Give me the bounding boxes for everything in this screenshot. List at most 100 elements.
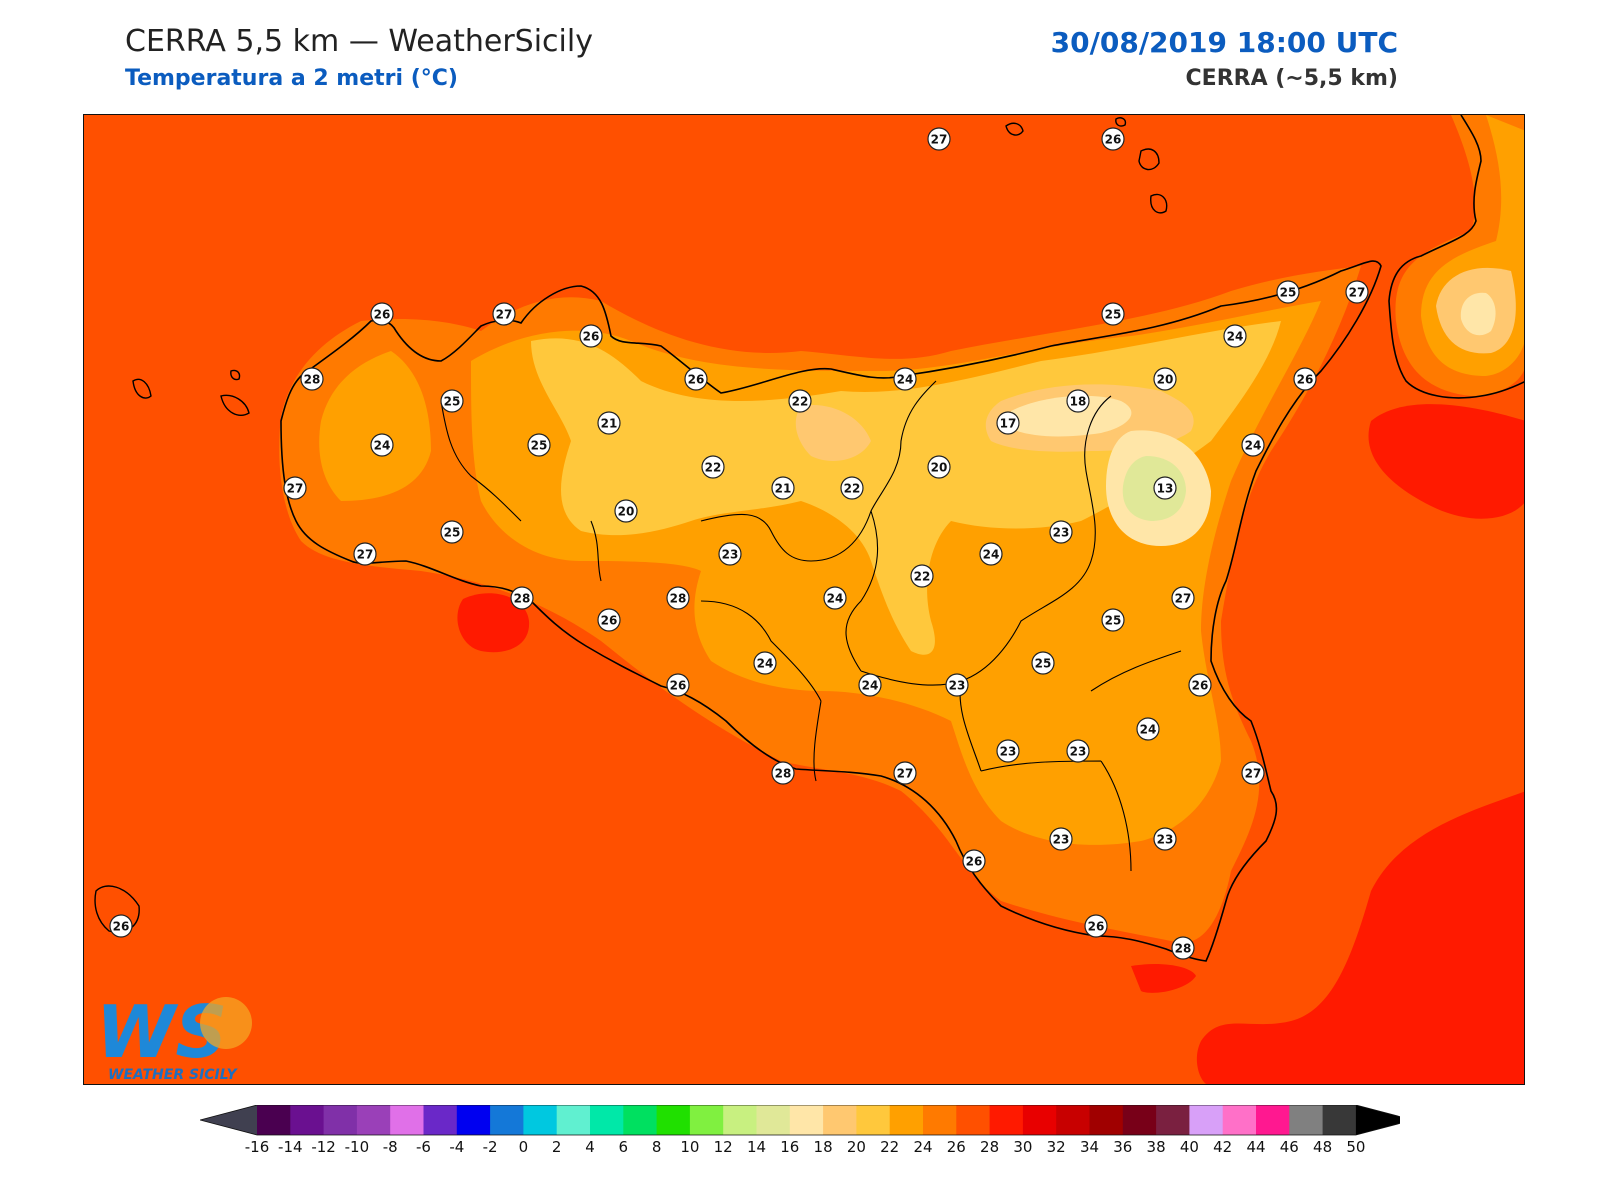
station-marker: 28	[510, 586, 534, 610]
colorbar-tick-label: 38	[1147, 1138, 1166, 1155]
station-circle	[979, 542, 1003, 566]
sicily-coastline	[280, 260, 1382, 962]
station-marker: 25	[1101, 302, 1125, 326]
colorbar-segment	[923, 1105, 957, 1135]
station-temperature-label: 26	[688, 373, 705, 387]
station-temperature-label: 24	[1227, 330, 1244, 344]
station-temperature-label: 26	[374, 308, 391, 322]
station-temperature-label: 27	[287, 482, 304, 496]
station-temperature-label: 27	[897, 767, 914, 781]
colorbar-segment	[257, 1105, 291, 1135]
aeolian-islands	[1005, 117, 1168, 214]
station-circle	[1049, 827, 1073, 851]
station-circle	[1101, 608, 1125, 632]
station-marker: 13	[1153, 476, 1177, 500]
station-marker: 20	[1153, 367, 1177, 391]
station-marker: 26	[109, 914, 133, 938]
station-markers: 27 26 26 27 26 28 25 24 25 21 26 22 24 25 25 27 24 20 18 17…	[109, 127, 1369, 960]
weathersicily-logo: WS WEATHER SICILY	[96, 990, 252, 1083]
map-datetime: 30/08/2019 18:00 UTC	[1050, 26, 1398, 59]
egadi-islands	[132, 369, 250, 416]
station-temperature-label: 21	[775, 482, 792, 496]
station-marker: 25	[1276, 280, 1300, 304]
colorbar-tick-label: 4	[585, 1138, 595, 1155]
colorbar-tick-label: 8	[652, 1138, 662, 1155]
station-marker: 23	[996, 739, 1020, 763]
colorbar-tick-label: -14	[278, 1138, 303, 1155]
colorbar-tick-label: 44	[1246, 1138, 1265, 1155]
station-circle	[927, 127, 951, 151]
station-marker: 26	[597, 608, 621, 632]
station-marker: 20	[614, 499, 638, 523]
colorbar-segment	[623, 1105, 658, 1135]
station-circle	[1153, 476, 1177, 500]
station-circle	[1153, 367, 1177, 391]
station-marker: 26	[1293, 367, 1317, 391]
station-marker: 24	[858, 673, 882, 697]
station-circle	[527, 433, 551, 457]
station-circle	[1101, 127, 1125, 151]
calabria-coastline	[1388, 115, 1524, 399]
colorbar-tick-label: -16	[245, 1138, 270, 1155]
station-marker: 27	[353, 542, 377, 566]
station-temperature-label: 25	[444, 395, 461, 409]
colorbar-segment	[1189, 1105, 1224, 1135]
station-marker: 28	[1171, 936, 1195, 960]
station-marker: 26	[579, 324, 603, 348]
station-temperature-label: 27	[1175, 592, 1192, 606]
station-marker: 18	[1066, 389, 1090, 413]
station-circle	[492, 302, 516, 326]
colorbar-tick-label: -10	[345, 1138, 370, 1155]
station-circle	[927, 455, 951, 479]
station-circle	[1345, 280, 1369, 304]
station-circle	[597, 411, 621, 435]
warm-sea-zone-south	[1131, 964, 1196, 993]
station-circle	[300, 367, 324, 391]
station-circle	[701, 455, 725, 479]
colorbar-segment	[490, 1105, 524, 1135]
station-temperature-label: 17	[1000, 417, 1017, 431]
station-marker: 22	[910, 564, 934, 588]
station-circle	[893, 367, 917, 391]
colorbar-tick-label: 36	[1113, 1138, 1132, 1155]
colorbar-tick-label: -8	[383, 1138, 398, 1155]
colorbar-segment	[1256, 1105, 1290, 1135]
colorbar-segment	[889, 1105, 924, 1135]
station-circle	[614, 499, 638, 523]
station-circle	[858, 673, 882, 697]
station-temperature-label: 22	[914, 570, 931, 584]
station-marker: 24	[1223, 324, 1247, 348]
colorbar-segment	[523, 1105, 558, 1135]
station-temperature-label: 28	[670, 592, 687, 606]
colorbar-segment	[723, 1105, 757, 1135]
station-temperature-label: 24	[757, 657, 774, 671]
station-temperature-label: 28	[514, 592, 531, 606]
colorbar-tick-label: 0	[519, 1138, 529, 1155]
station-temperature-label: 25	[1280, 286, 1297, 300]
station-marker: 27	[1171, 586, 1195, 610]
station-circle	[962, 849, 986, 873]
temperature-colorbar: -16 -14 -12 -10 -8 -6 -4 -2 0 2 4 6 8 10 12 14 16 18 20 22 2…	[200, 1105, 1400, 1155]
station-temperature-label: 24	[1245, 439, 1262, 453]
station-circle	[666, 586, 690, 610]
station-marker: 26	[1084, 914, 1108, 938]
station-temperature-label: 26	[1105, 133, 1122, 147]
station-temperature-label: 13	[1157, 482, 1174, 496]
station-circle	[1223, 324, 1247, 348]
station-marker: 25	[440, 520, 464, 544]
station-marker: 27	[1345, 280, 1369, 304]
station-marker: 22	[701, 455, 725, 479]
colorbar-under-arrow	[200, 1105, 257, 1135]
station-circle	[1293, 367, 1317, 391]
colorbar-segment	[390, 1105, 424, 1135]
station-marker: 23	[1066, 739, 1090, 763]
colorbar-segment	[856, 1105, 891, 1135]
colorbar-tick-label: -6	[416, 1138, 431, 1155]
colorbar-segment	[1222, 1105, 1257, 1135]
station-temperature-label: 27	[357, 548, 374, 562]
colorbar-segment	[590, 1105, 624, 1135]
station-temperature-label: 20	[931, 461, 948, 475]
station-marker: 27	[927, 127, 951, 151]
station-marker: 27	[283, 476, 307, 500]
station-circle	[1049, 520, 1073, 544]
